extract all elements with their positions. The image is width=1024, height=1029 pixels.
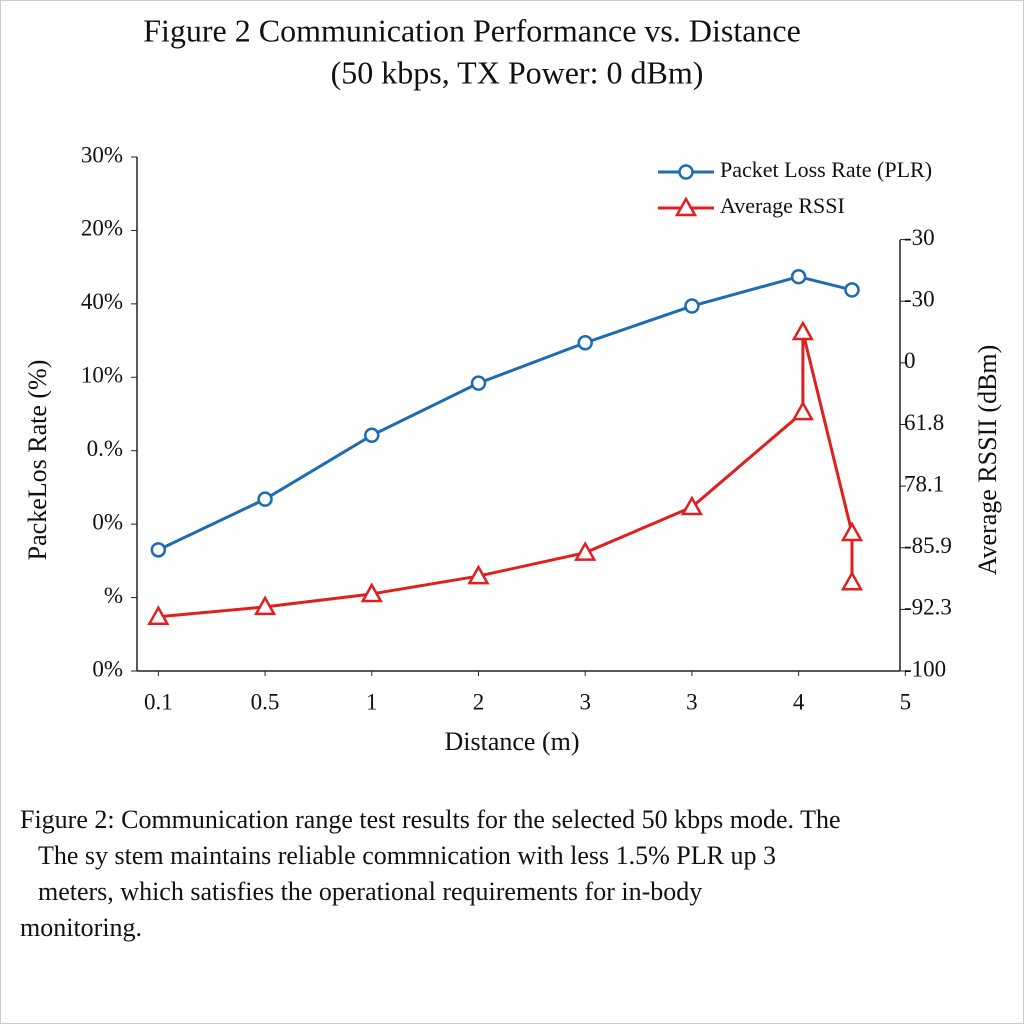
data-point <box>147 605 170 626</box>
y-tick-label: 0.% <box>87 436 123 461</box>
data-point <box>364 427 380 444</box>
data-point <box>470 375 487 391</box>
data-point <box>577 335 593 351</box>
legend-label: Average RSSI <box>720 193 845 218</box>
x-tick-label: 3 <box>579 689 591 714</box>
series-line <box>158 331 854 619</box>
legend-marker <box>674 196 698 217</box>
y-tick-label: 0% <box>92 656 123 681</box>
legend-label: Packet Loss Rate (PLR) <box>720 157 932 182</box>
data-point <box>360 582 383 603</box>
data-point <box>680 495 704 516</box>
y2-tick-label: -100 <box>904 656 946 681</box>
data-point <box>684 298 700 314</box>
x-tick-label: 0.5 <box>251 689 280 714</box>
caption-line: meters, which satisfies the operational … <box>38 877 702 906</box>
y-tick-label: 30% <box>81 142 123 167</box>
y2-tick-label: -30 <box>904 286 935 311</box>
x-tick-label: 2 <box>473 689 485 714</box>
y2-tick-label: -85.9 <box>904 533 952 558</box>
y2-tick-label: 78.1 <box>904 471 944 496</box>
data-point <box>574 541 597 561</box>
data-point <box>791 400 815 421</box>
y2-tick-label: 0 <box>904 348 916 373</box>
data-point <box>844 282 860 298</box>
data-point <box>253 595 277 616</box>
y-tick-label: 0% <box>92 509 123 534</box>
y2-tick-label: -92.3 <box>904 595 952 620</box>
data-point <box>791 320 815 341</box>
data-point <box>467 564 490 585</box>
y2-tick-label: -30 <box>904 225 935 250</box>
data-point <box>257 491 273 507</box>
x-tick-label: 5 <box>900 689 912 714</box>
y2-axis-label: Average RSSII (dBm) <box>973 345 1002 576</box>
x-tick-label: 3 <box>686 689 698 714</box>
y-tick-label: % <box>104 583 123 608</box>
x-axis-label: Distance (m) <box>444 727 579 756</box>
data-point <box>840 521 864 542</box>
y-tick-label: 20% <box>81 216 123 241</box>
series-line <box>157 275 853 552</box>
x-tick-label: 4 <box>793 689 805 714</box>
data-point <box>150 542 167 558</box>
data-point <box>790 268 807 285</box>
chart-title: Figure 2 Communication Performance vs. D… <box>143 12 801 48</box>
y-tick-label: 10% <box>81 363 123 388</box>
x-tick-label: 1 <box>366 689 378 714</box>
y-axis-label: PackeLos Rate (%) <box>23 360 52 561</box>
caption-line: monitoring. <box>20 913 142 942</box>
caption-line: The sy stem maintains reliable commnicat… <box>38 841 776 870</box>
data-point <box>840 570 864 591</box>
chart-subtitle: (50 kbps, TX Power: 0 dBm) <box>331 54 704 90</box>
y2-tick-label: 61.8 <box>904 410 944 435</box>
caption-line: Figure 2: Communication range test resul… <box>20 805 841 834</box>
y-tick-label: 40% <box>81 289 123 314</box>
x-tick-label: 0.1 <box>144 689 173 714</box>
legend-marker <box>678 164 694 180</box>
